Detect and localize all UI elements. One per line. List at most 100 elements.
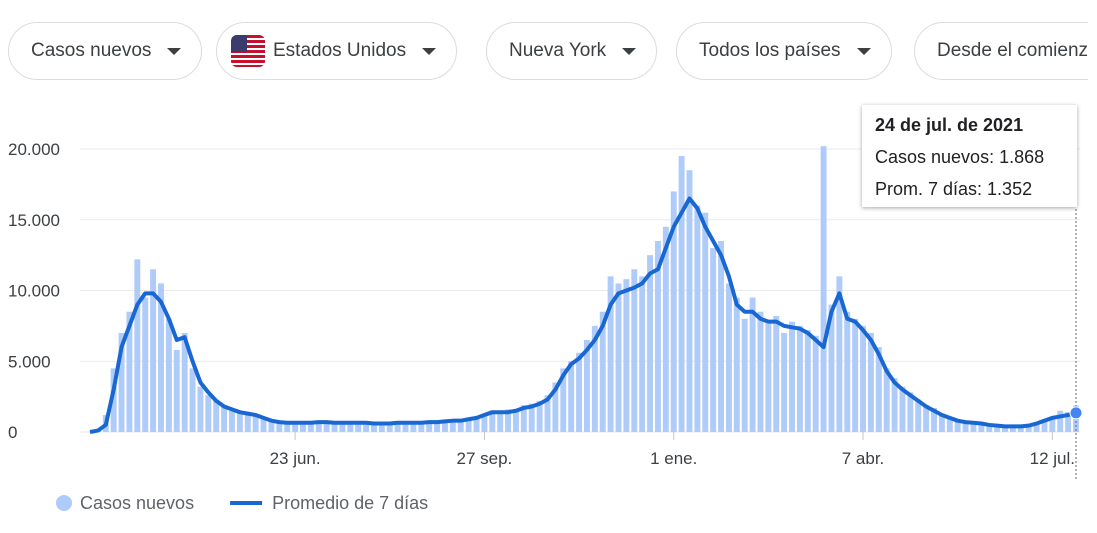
bar (907, 392, 914, 432)
flag-icon (231, 35, 265, 67)
bar (860, 325, 866, 432)
bar (481, 413, 488, 432)
bar (623, 279, 630, 432)
filter-bar: Casos nuevos Estados Unidos Nueva York T… (8, 22, 1097, 82)
hover-point (1069, 406, 1083, 420)
chip-label: Todos los países (699, 40, 841, 61)
bar (181, 332, 188, 432)
bar (1009, 426, 1016, 432)
filter-chip[interactable]: Estados Unidos (216, 22, 458, 80)
bar (946, 417, 953, 432)
bar (165, 318, 172, 432)
bar (552, 382, 559, 432)
bar (954, 419, 961, 432)
bar (355, 423, 362, 432)
y-tick-label: 0 (8, 423, 17, 442)
bar (662, 226, 669, 432)
bar (599, 311, 606, 432)
bar (1049, 416, 1056, 432)
filter-chip[interactable]: Casos nuevos (8, 22, 203, 80)
bar (292, 423, 299, 432)
dropdown-arrow (422, 47, 437, 55)
bar (307, 422, 314, 432)
bar (702, 212, 709, 432)
bar (781, 332, 788, 432)
bar (576, 352, 583, 432)
bar (978, 422, 985, 432)
bar (1033, 422, 1040, 432)
bar (1065, 412, 1072, 432)
y-tick-label: 10.000 (8, 282, 60, 301)
bar (544, 395, 551, 432)
bar (323, 422, 330, 432)
x-tick-label: 23 jun. (270, 449, 321, 468)
bar (883, 368, 890, 432)
bar (426, 421, 433, 432)
dropdown-arrow (856, 47, 871, 55)
chip-label: Estados Unidos (273, 40, 407, 61)
legend-label: Casos nuevos (80, 493, 194, 513)
bar (654, 240, 661, 432)
filter-chip[interactable]: Nueva York (486, 22, 658, 80)
filter-chip[interactable]: Todos los países (676, 22, 892, 80)
bar (363, 422, 370, 432)
bar (489, 410, 496, 432)
bar (1057, 410, 1064, 432)
bar (986, 424, 993, 432)
tooltip-line: Casos nuevos: 1.868 (875, 147, 1045, 167)
dropdown-arrow (622, 47, 637, 55)
bar (615, 283, 622, 432)
bar (844, 311, 851, 432)
filter-chip[interactable]: Desde el comienz (914, 22, 1089, 80)
bar (434, 422, 441, 432)
bar (796, 325, 803, 432)
bar (205, 395, 212, 432)
bar (173, 349, 180, 432)
bar (347, 422, 354, 432)
bar (694, 205, 701, 432)
legend-label: Promedio de 7 días (272, 493, 428, 513)
bar (828, 304, 835, 432)
bar (536, 400, 543, 432)
bar (733, 297, 740, 432)
bar (1017, 425, 1024, 432)
legend-marker (56, 495, 72, 511)
bar (836, 276, 843, 432)
bar (962, 421, 969, 432)
bar (197, 386, 204, 432)
bar (386, 422, 393, 432)
bar (710, 248, 717, 432)
bar (749, 297, 756, 432)
bar (244, 413, 251, 432)
bar (970, 422, 977, 432)
bar (1002, 425, 1008, 432)
chip-label: Desde el comienz (937, 40, 1089, 61)
bar (512, 410, 519, 432)
bar (442, 420, 448, 432)
legend-item: Casos nuevos (56, 493, 194, 513)
bar (260, 419, 267, 432)
bar (150, 269, 157, 432)
x-tick-label: 27 sep. (457, 449, 513, 468)
bar (158, 283, 164, 432)
bar (852, 318, 859, 432)
bar (473, 416, 480, 432)
bar (110, 368, 117, 432)
bar (142, 297, 149, 432)
x-tick-label: 7 abr. (842, 449, 885, 468)
legend-item: Promedio de 7 días (230, 493, 428, 513)
bar (678, 156, 685, 432)
bar (867, 332, 874, 432)
tooltip-line: Prom. 7 días: 1.352 (875, 179, 1033, 199)
bar (457, 421, 464, 432)
bar (647, 255, 654, 432)
bar (465, 417, 472, 432)
bar (812, 335, 819, 432)
bar (915, 399, 922, 432)
x-tick-label: 12 jul. (1030, 449, 1075, 468)
bar (410, 422, 417, 432)
bar (331, 423, 338, 432)
bar (315, 421, 322, 432)
